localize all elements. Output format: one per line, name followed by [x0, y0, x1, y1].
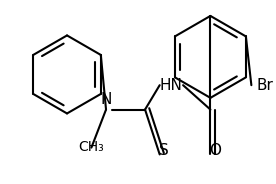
Text: Br: Br	[256, 78, 273, 93]
Text: S: S	[159, 143, 168, 158]
Text: HN: HN	[160, 78, 183, 93]
Text: N: N	[100, 92, 112, 107]
Text: O: O	[209, 143, 221, 158]
Text: CH₃: CH₃	[79, 140, 104, 154]
